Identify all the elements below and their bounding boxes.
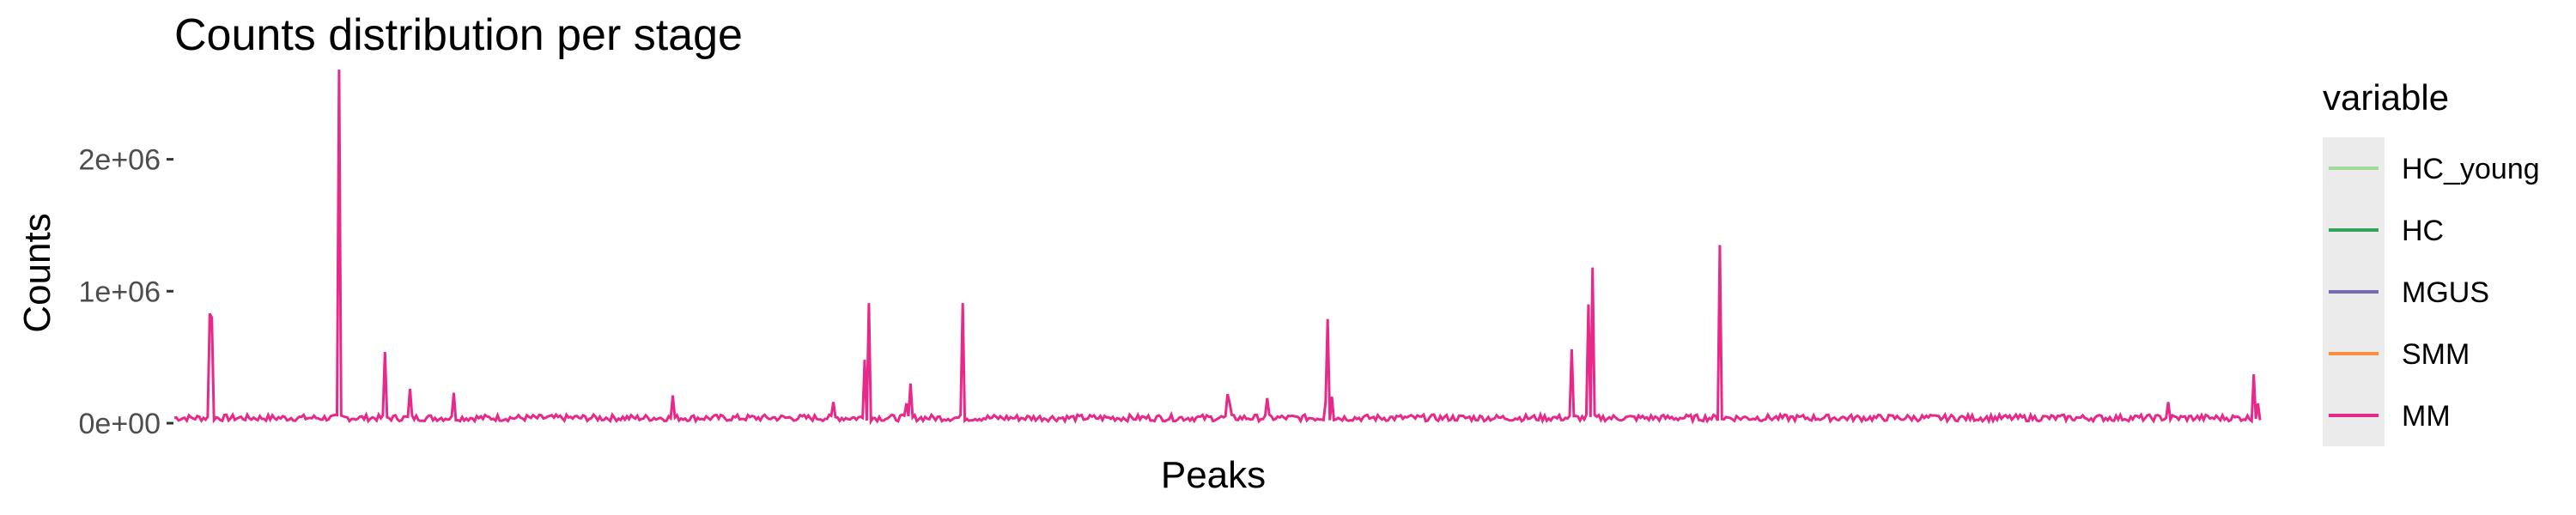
legend: variable HC_young HC MGUS SMM MM [2323,77,2540,446]
legend-label-mm: MM [2402,400,2451,433]
series-line-mm [173,70,2262,426]
y-axis-title: Counts [16,213,58,332]
y-tick-label: 1e+06 [79,276,161,308]
chart-title: Counts distribution per stage [174,10,743,60]
plot-area [173,70,2262,426]
legend-label-hc_young: HC_young [2402,153,2540,185]
legend-label-smm: SMM [2402,338,2470,371]
legend-title: variable [2323,77,2449,118]
x-axis-title: Peaks [1161,454,1266,496]
legend-label-hc: HC [2402,215,2444,247]
y-axis: 0e+00 1e+06 2e+06 [79,144,173,440]
y-tick-label: 0e+00 [79,408,161,440]
legend-label-mgus: MGUS [2402,276,2489,309]
y-tick-label: 2e+06 [79,144,161,177]
